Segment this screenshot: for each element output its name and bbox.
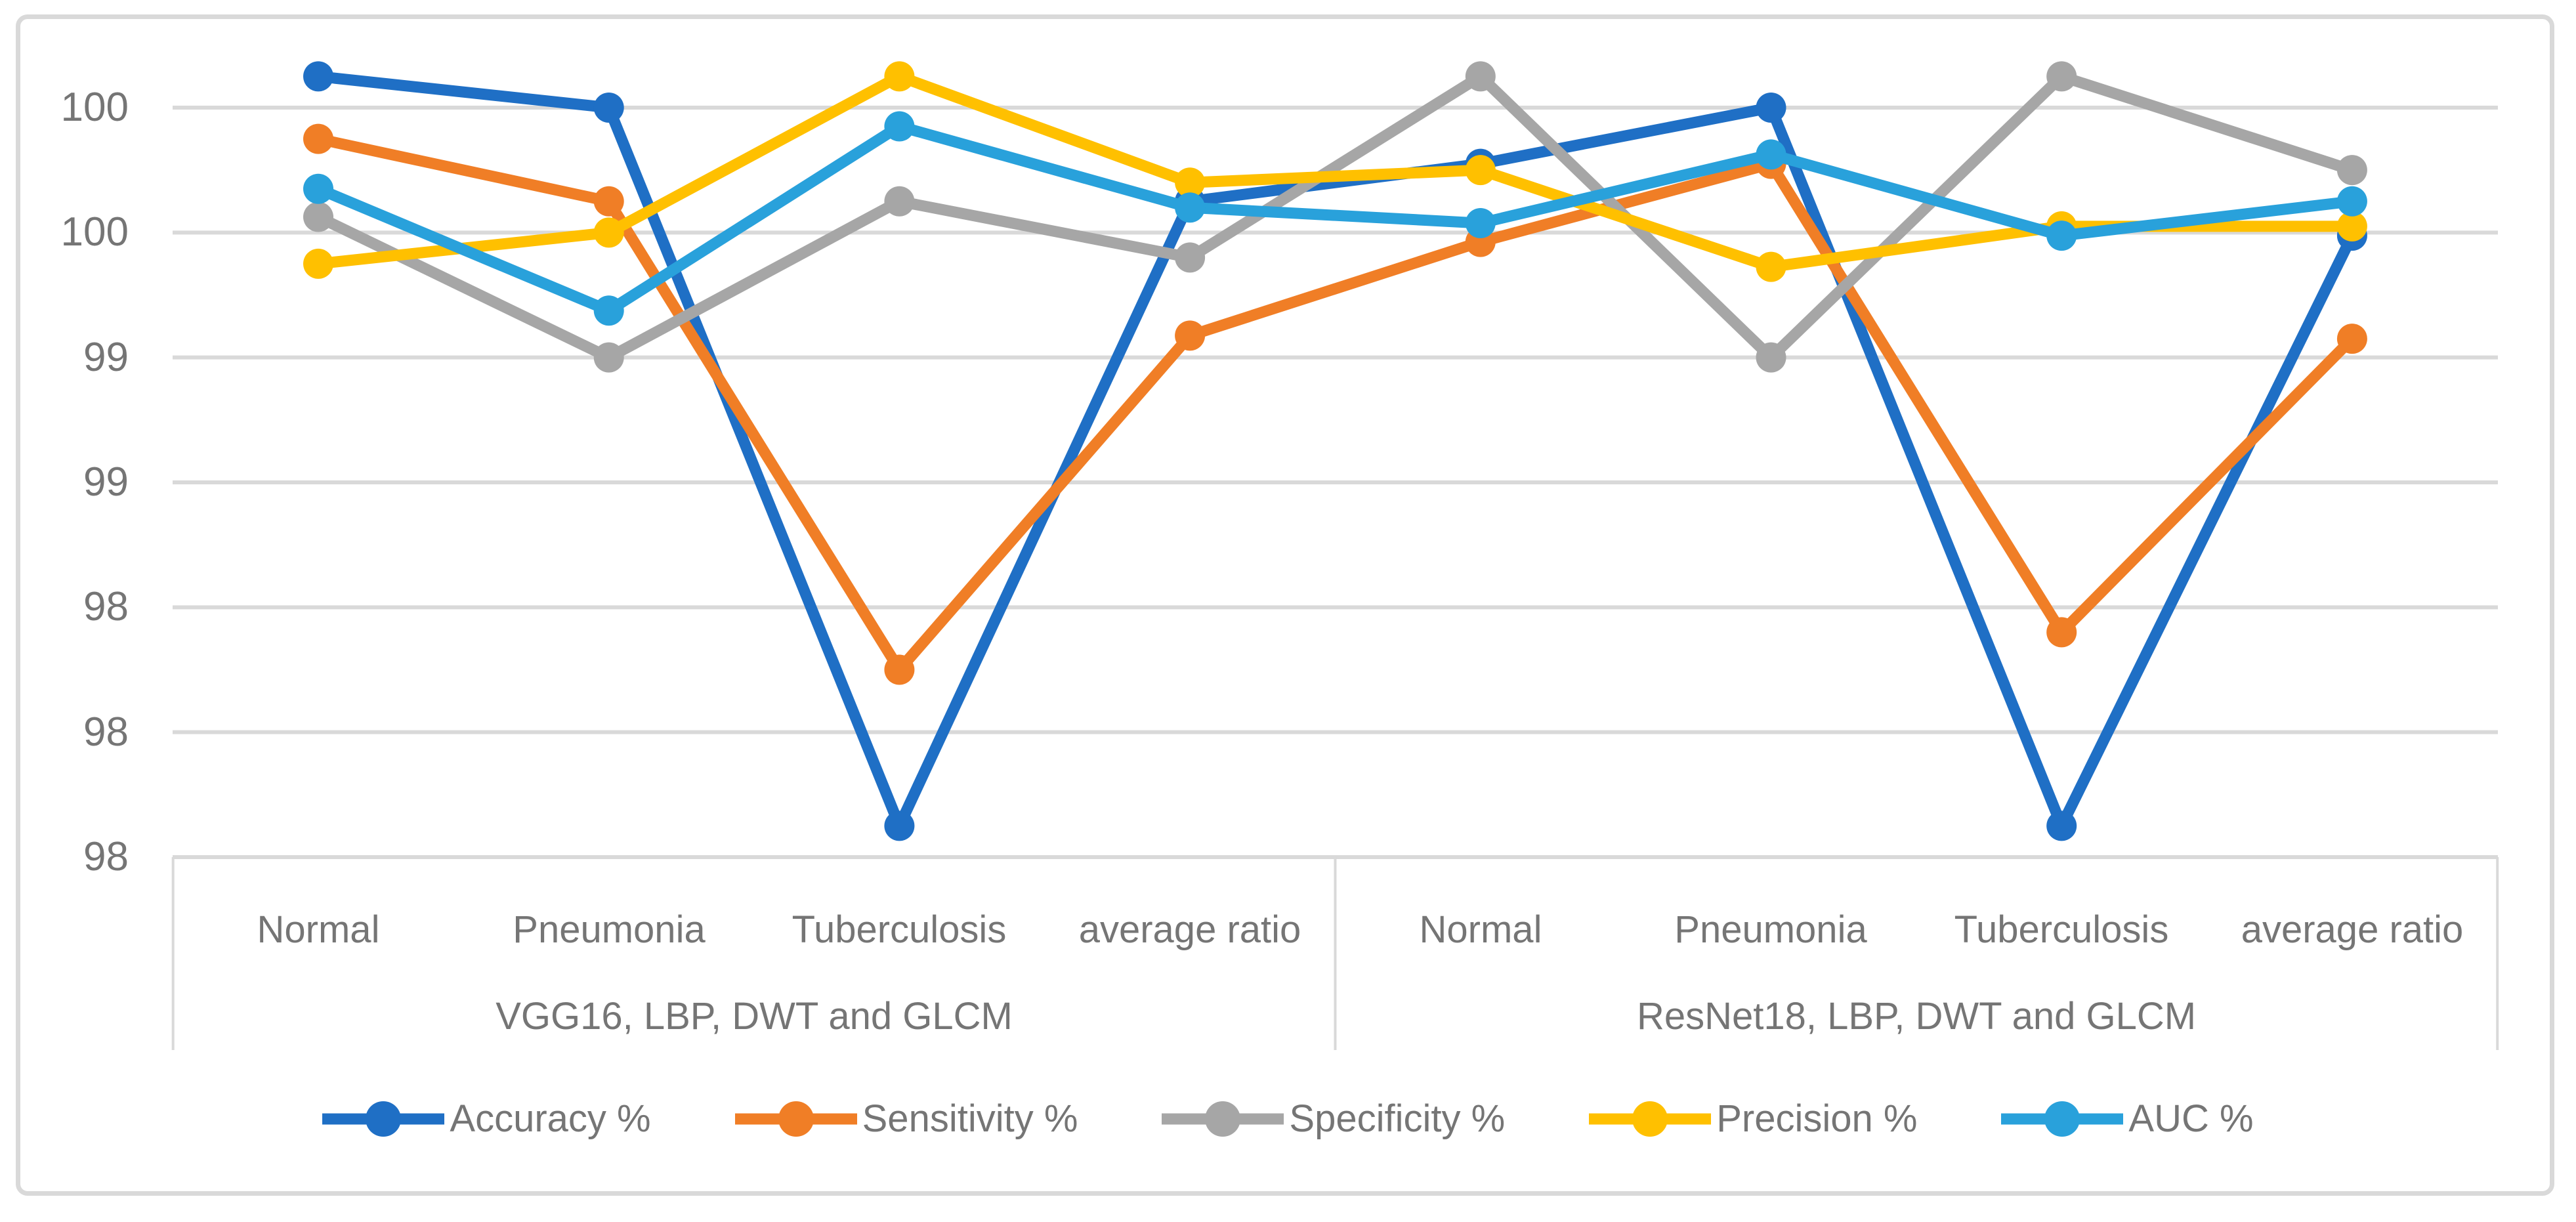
legend-item-specificity: Specificity % — [1162, 1089, 1505, 1149]
marker-accuracy-2 — [884, 811, 915, 841]
legend-label: Specificity % — [1289, 1097, 1506, 1140]
y-tick-label: 100 — [60, 85, 129, 130]
marker-auc-5 — [1756, 139, 1786, 170]
legend-label: AUC % — [2128, 1097, 2254, 1140]
marker-specificity-6 — [2046, 61, 2077, 92]
marker-auc-7 — [2336, 186, 2367, 217]
marker-precision-4 — [1465, 155, 1496, 186]
marker-sensitivity-1 — [593, 186, 624, 217]
legend-marker-auc-icon — [2001, 1101, 2124, 1137]
marker-auc-1 — [593, 295, 624, 326]
legend-item-precision: Precision % — [1589, 1089, 1917, 1149]
x-category-label: Normal — [257, 908, 380, 951]
marker-precision-3 — [1175, 167, 1206, 198]
marker-sensitivity-6 — [2046, 617, 2077, 648]
x-category-label: Pneumonia — [1674, 908, 1867, 951]
x-group-label-resnet18: ResNet18, LBP, DWT and GLCM — [1636, 995, 2197, 1038]
marker-auc-2 — [884, 111, 915, 142]
legend-item-accuracy: Accuracy % — [322, 1089, 651, 1149]
marker-sensitivity-0 — [303, 123, 333, 154]
marker-accuracy-1 — [593, 93, 624, 123]
x-category-label: average ratio — [2241, 908, 2464, 951]
legend-marker-precision-icon — [1589, 1101, 1712, 1137]
legend-label: Sensitivity % — [862, 1097, 1078, 1140]
marker-auc-3 — [1175, 192, 1206, 223]
legend-item-sensitivity: Sensitivity % — [734, 1089, 1078, 1149]
legend-label: Accuracy % — [450, 1097, 651, 1140]
marker-precision-7 — [2336, 211, 2367, 242]
legend-item-auc: AUC % — [2001, 1089, 2254, 1149]
marker-sensitivity-2 — [884, 654, 915, 685]
legend-marker-specificity-icon — [1162, 1101, 1284, 1137]
y-tick-label: 99 — [83, 335, 129, 380]
marker-precision-0 — [303, 248, 333, 279]
line-auc — [312, 121, 2358, 316]
series-auc — [303, 111, 2367, 326]
legend-marker-sensitivity-icon — [734, 1101, 857, 1137]
marker-specificity-5 — [1756, 342, 1786, 373]
marker-precision-2 — [884, 61, 915, 92]
y-tick-label: 100 — [60, 209, 129, 255]
marker-accuracy-6 — [2046, 811, 2077, 841]
series-sensitivity — [303, 123, 2367, 685]
legend-marker-accuracy-icon — [322, 1101, 445, 1137]
y-tick-label: 99 — [83, 459, 129, 505]
y-tick-label: 98 — [83, 584, 129, 629]
series-specificity — [303, 61, 2367, 373]
x-category-label: Tuberculosis — [1954, 908, 2169, 951]
marker-auc-4 — [1465, 208, 1496, 239]
marker-precision-5 — [1756, 251, 1786, 282]
marker-accuracy-0 — [303, 61, 333, 92]
line-specificity — [312, 70, 2358, 364]
line-precision — [312, 70, 2358, 273]
x-group-label-vgg16: VGG16, LBP, DWT and GLCM — [496, 995, 1013, 1038]
marker-specificity-1 — [593, 342, 624, 373]
legend: Accuracy % Sensitivity % Specificity % P… — [0, 1080, 2576, 1158]
series-precision — [303, 61, 2367, 282]
marker-auc-6 — [2046, 221, 2077, 251]
marker-specificity-2 — [884, 186, 915, 217]
legend-label: Precision % — [1716, 1097, 1918, 1140]
marker-specificity-4 — [1465, 61, 1496, 92]
marker-specificity-7 — [2336, 155, 2367, 186]
x-category-label: Tuberculosis — [792, 908, 1007, 951]
y-tick-label: 98 — [83, 709, 129, 755]
line-accuracy — [312, 70, 2358, 832]
marker-sensitivity-3 — [1175, 320, 1206, 351]
x-category-label: Normal — [1419, 908, 1542, 951]
marker-precision-1 — [593, 217, 624, 248]
marker-auc-0 — [303, 173, 333, 204]
marker-sensitivity-7 — [2336, 324, 2367, 354]
x-category-label: average ratio — [1078, 908, 1301, 951]
y-tick-label: 98 — [83, 834, 129, 879]
marker-specificity-3 — [1175, 242, 1206, 273]
marker-accuracy-5 — [1756, 93, 1786, 123]
x-category-label: Pneumonia — [513, 908, 706, 951]
marker-specificity-0 — [303, 201, 333, 232]
